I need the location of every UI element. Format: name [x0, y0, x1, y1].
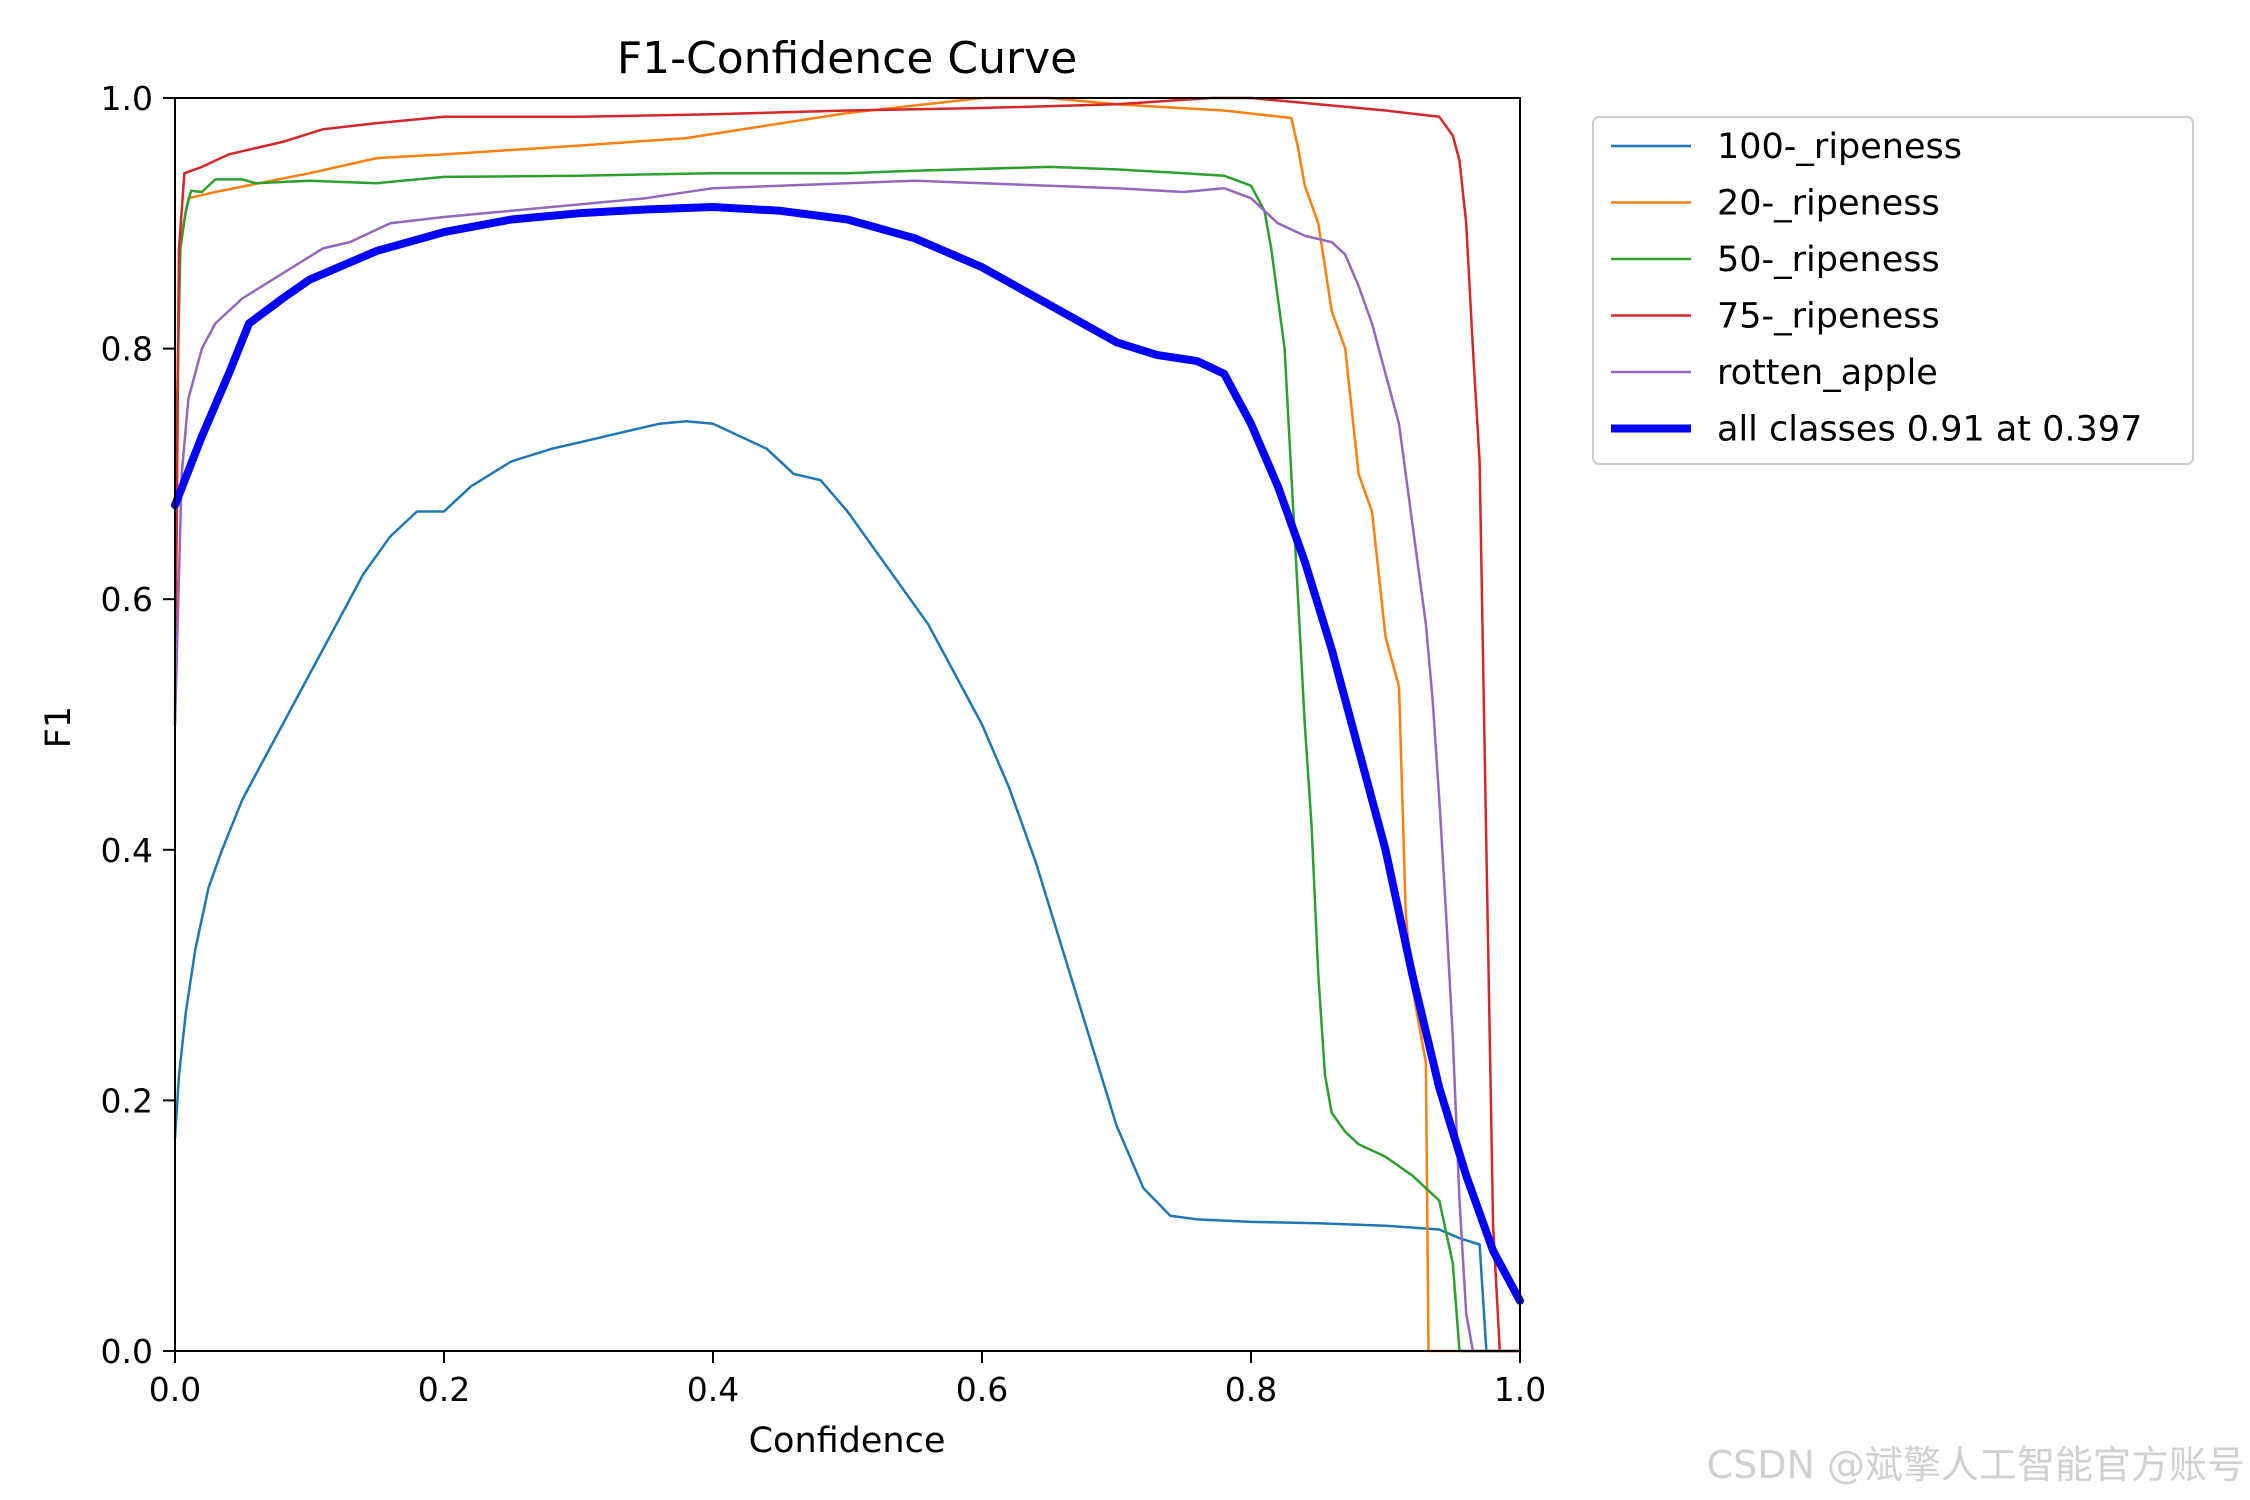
legend-items: 100-_ripeness 20-_ripeness 50-_ripeness 75-…: [1611, 127, 2142, 450]
x-tick-label: 0.0: [149, 1370, 201, 1409]
y-tick-label: 1.0: [101, 79, 153, 118]
series-line-all-classes-0-91-at-0-397: [171, 203, 1524, 1305]
x-tick-label: 0.2: [418, 1370, 470, 1409]
legend-frame: [1592, 116, 2194, 465]
chart-title: F1-Confidence Curve: [617, 33, 1077, 84]
axis-layer: 0.0 0.2 0.4 0.6 0.8 1.0 0.0 0.2 0.4 0.6 0.8 1.0: [101, 79, 1547, 1409]
series-line-20-ripeness: [173, 96, 1522, 1353]
series-line-rotten-apple: [173, 179, 1522, 1353]
y-tick-label: 0.2: [101, 1081, 153, 1120]
y-axis-label: F1: [39, 706, 79, 748]
x-tick-label: 1.0: [1494, 1370, 1546, 1409]
x-tick-label: 0.8: [1225, 1370, 1277, 1409]
legend-label: 50-_ripeness: [1717, 240, 1940, 280]
legend-label: 100-_ripeness: [1717, 127, 1962, 167]
x-tick-label: 0.4: [687, 1370, 739, 1409]
legend-label: rotten_apple: [1717, 353, 1938, 393]
series-layer: [171, 96, 1524, 1353]
series-line-75-ripeness: [173, 96, 1522, 1353]
x-axis-label: Confidence: [749, 1421, 946, 1461]
legend-label: 75-_ripeness: [1717, 297, 1940, 337]
y-tick-label: 0.0: [101, 1332, 153, 1371]
y-tick-label: 0.6: [101, 580, 153, 619]
legend-label: all classes 0.91 at 0.397: [1717, 410, 2142, 450]
legend: 100-_ripeness 20-_ripeness 50-_ripeness 75-…: [1592, 116, 2194, 465]
plot-frame: [174, 97, 1521, 1352]
x-tick-label: 0.6: [956, 1370, 1008, 1409]
legend-label: 20-_ripeness: [1717, 184, 1940, 224]
y-tick-label: 0.8: [101, 330, 153, 369]
series-line-50-ripeness: [173, 165, 1522, 1353]
y-tick-label: 0.4: [101, 831, 153, 870]
series-line-100-ripeness: [173, 420, 1522, 1353]
watermark-text: CSDN @斌擎人工智能官方账号: [1707, 1443, 2245, 1487]
